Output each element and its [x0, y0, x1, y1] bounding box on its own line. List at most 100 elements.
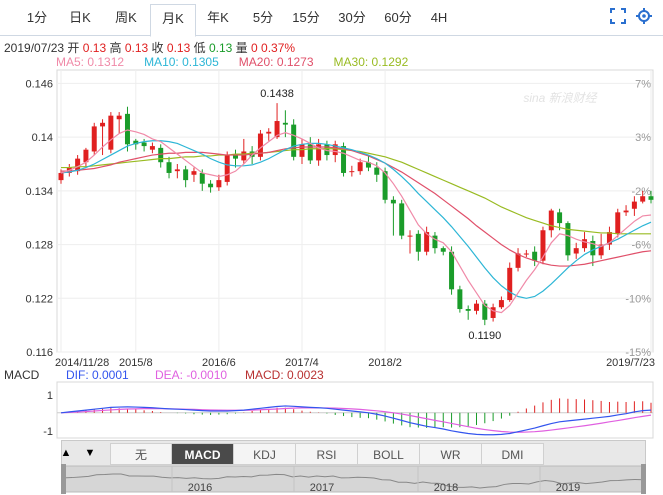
candle-body	[274, 121, 280, 138]
tab-10[interactable]: 4H	[430, 10, 448, 25]
candle-body	[307, 144, 313, 161]
candle-body	[523, 253, 529, 255]
macd-axis-label: 1	[47, 390, 53, 402]
sina-watermark: sina 新浪财经	[523, 91, 598, 105]
indicator-tab-wr[interactable]: WR	[420, 443, 482, 465]
candle-body	[316, 144, 322, 161]
candle-body	[332, 144, 338, 156]
ma5-legend: MA5: 0.1312	[56, 55, 125, 69]
high-label: 高	[109, 41, 122, 55]
macd-plot-frame	[56, 381, 654, 439]
candle-body	[282, 122, 288, 125]
tab-1[interactable]: 1分	[26, 10, 48, 25]
candle-body	[457, 289, 463, 310]
y-tick-percent: -6%	[631, 240, 651, 252]
candle-body	[174, 169, 180, 172]
candle-body	[606, 232, 612, 245]
tab-7[interactable]: 15分	[292, 10, 320, 25]
candle-body	[133, 140, 139, 145]
candle-body	[266, 131, 272, 134]
x-tick-label: 2016/6	[202, 357, 236, 369]
y-tick-percent: -2%	[631, 186, 651, 198]
y-tick-label: 0.134	[25, 186, 53, 198]
main-plot-frame	[56, 69, 654, 353]
volume-value: 0	[251, 41, 258, 55]
tab-5[interactable]: 年K	[207, 10, 229, 25]
settings-icon[interactable]	[636, 8, 652, 24]
scroll-left-arrow-icon[interactable]: ▲	[60, 447, 72, 459]
navigator-year-label: 2019	[556, 482, 580, 494]
candle-body	[399, 203, 405, 236]
x-tick-label: 2015/8	[119, 357, 153, 369]
indicator-tab-dmi[interactable]: DMI	[482, 443, 544, 465]
open-value: 0.13	[82, 41, 107, 55]
x-tick-label: 2017/4	[285, 357, 319, 369]
candle-body	[374, 167, 380, 175]
y-tick-percent: 3%	[635, 132, 651, 144]
candle-body	[648, 196, 654, 200]
candle-body	[208, 183, 214, 188]
tab-3[interactable]: 周K	[115, 10, 137, 25]
fullscreen-icon[interactable]	[610, 8, 626, 24]
candle-body	[432, 235, 438, 249]
low-value: 0.13	[208, 41, 233, 55]
candle-body	[407, 235, 413, 237]
change-percent: 0.37%	[261, 41, 296, 55]
candle-body	[141, 142, 147, 147]
candle-body	[598, 244, 604, 256]
candle-body	[341, 146, 347, 173]
ma-legend: MA5: 0.1312 MA10: 0.1305 MA20: 0.1273 MA…	[56, 55, 408, 69]
indicator-tab-macd[interactable]: MACD	[172, 443, 234, 465]
tab-8[interactable]: 30分	[338, 10, 366, 25]
candle-body	[540, 230, 546, 261]
candle-body	[490, 307, 496, 318]
macd-axis-label: -1	[43, 426, 53, 438]
high-annotation: 0.1438	[260, 88, 294, 100]
indicator-tab-rsi[interactable]: RSI	[296, 443, 358, 465]
candle-body	[548, 210, 554, 231]
indicator-tab-kdj[interactable]: KDJ	[234, 443, 296, 465]
tab-6[interactable]: 5分	[252, 10, 274, 25]
navigator-year-label: 2018	[434, 482, 458, 494]
low-label: 低	[193, 41, 206, 55]
tab-9[interactable]: 60分	[384, 10, 412, 25]
x-tick-label: 2018/2	[368, 357, 402, 369]
high-value: 0.13	[124, 41, 149, 55]
tab-2[interactable]: 日K	[69, 10, 91, 25]
y-tick-label: 0.146	[25, 78, 53, 90]
candle-body	[166, 162, 172, 173]
candle-body	[474, 303, 479, 311]
candle-body	[631, 201, 637, 209]
y-tick-percent: -15%	[625, 347, 651, 359]
candle-body	[241, 151, 247, 161]
candle-body	[233, 155, 238, 159]
ma20-line	[61, 146, 652, 267]
scroll-right-arrow-icon[interactable]: ▼	[84, 447, 96, 459]
candle-body	[424, 232, 430, 252]
x-tick-label: 2014/11/28	[55, 357, 109, 369]
candle-body	[299, 144, 305, 157]
indicator-tab-无[interactable]: 无	[110, 443, 172, 465]
y-tick-label: 0.122	[25, 293, 53, 305]
ma10-legend: MA10: 0.1305	[144, 55, 219, 69]
candle-body	[640, 196, 646, 202]
indicator-tab-boll[interactable]: BOLL	[358, 443, 420, 465]
tab-4[interactable]: 月K	[150, 4, 196, 37]
candle-body	[199, 172, 205, 184]
candle-body	[440, 248, 446, 252]
candle-body	[158, 147, 164, 163]
candle-body	[382, 171, 388, 200]
candle-body	[183, 169, 189, 181]
candle-body	[482, 303, 488, 320]
navigator-year-label: 2016	[188, 482, 212, 494]
candle-body	[191, 171, 197, 175]
y-tick-label: 0.14	[32, 132, 53, 144]
candle-body	[557, 212, 563, 224]
candle-body	[124, 113, 130, 145]
candle-body	[58, 172, 64, 181]
candle-body	[324, 144, 330, 156]
candle-body	[83, 149, 89, 163]
candle-body	[365, 162, 371, 168]
macd-legend-name: MACD	[4, 368, 40, 382]
